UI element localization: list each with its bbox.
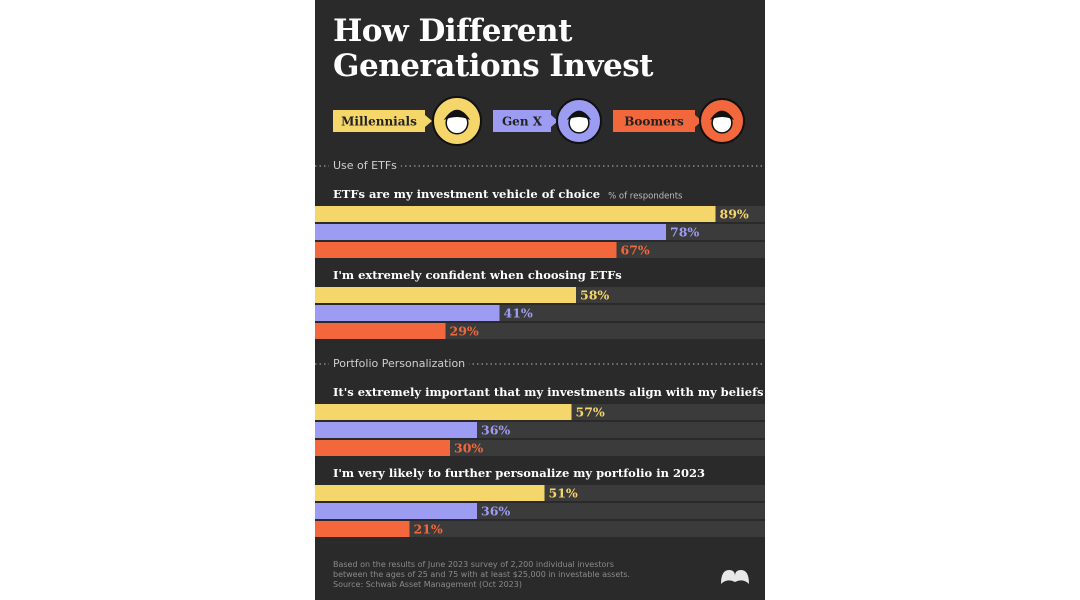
section-title: Portfolio Personalization — [333, 357, 465, 370]
value-label: 67% — [621, 243, 650, 258]
bar-track — [315, 521, 765, 537]
bar — [315, 521, 410, 537]
legend-label: Boomers — [624, 115, 684, 129]
bar — [315, 485, 545, 501]
chart: Millennials Gen X Boomers Use of ETFs Portfo… — [315, 96, 765, 584]
avatar-hair — [443, 109, 471, 120]
category-label: It's extremely important that my investm… — [333, 385, 765, 399]
value-label: 36% — [481, 423, 510, 438]
value-label: 29% — [450, 324, 479, 339]
value-label: 89% — [720, 207, 749, 222]
bar — [315, 422, 477, 438]
bar — [315, 323, 446, 339]
value-label: 58% — [580, 288, 609, 303]
value-label: 36% — [481, 504, 510, 519]
legend-label: Millennials — [341, 115, 417, 129]
legend-label: Gen X — [502, 115, 543, 129]
section-title: Use of ETFs — [333, 159, 397, 172]
bar — [315, 404, 572, 420]
source: Source: Schwab Asset Management (Oct 202… — [333, 580, 522, 589]
legend-swatch — [613, 110, 695, 132]
legend-swatch — [493, 110, 551, 132]
axis-label: % of respondents — [608, 192, 683, 202]
avatar-hair — [709, 110, 735, 120]
category-label: ETFs are my investment vehicle of choice — [333, 187, 600, 201]
chart-title: How Different Generations Invest — [333, 13, 653, 84]
section-title-bg — [329, 158, 401, 174]
bar — [315, 287, 576, 303]
category-label: I'm very likely to further personalize m… — [333, 466, 705, 480]
bar — [315, 242, 617, 258]
value-label: 21% — [414, 522, 443, 537]
legend-arrow — [551, 115, 558, 127]
footnote: Based on the results of June 2023 survey… — [333, 560, 648, 590]
bar — [315, 440, 450, 456]
logo — [721, 570, 749, 584]
legend-swatch — [333, 110, 425, 132]
bar — [315, 305, 500, 321]
logo-mark — [721, 570, 749, 584]
legend-arrow — [425, 115, 432, 127]
bar — [315, 503, 477, 519]
value-label: 30% — [454, 441, 483, 456]
infographic: Millennials Gen X Boomers Use of ETFs Portfo… — [315, 0, 765, 600]
section-title-bg — [329, 356, 470, 372]
value-label: 78% — [670, 225, 699, 240]
avatar-hair — [566, 110, 592, 120]
value-label: 57% — [576, 405, 605, 420]
bar — [315, 206, 716, 222]
legend-arrow — [695, 115, 702, 127]
value-label: 41% — [504, 306, 533, 321]
value-label: 51% — [549, 486, 578, 501]
note: Based on the results of June 2023 survey… — [333, 560, 631, 579]
bar — [315, 224, 666, 240]
category-label: I'm extremely confident when choosing ET… — [333, 268, 622, 282]
